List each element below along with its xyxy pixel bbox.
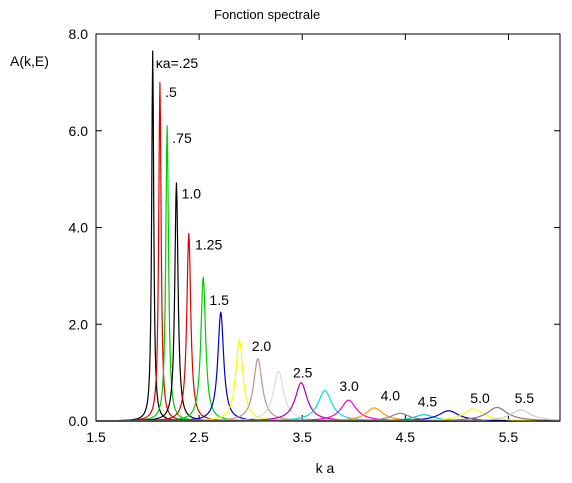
y-tick-label: 2.0 xyxy=(69,316,89,332)
curve-labels: κa=.25 .5 .75 1.0 1.25 1.5 2.0 2.5 3.0 4.0 4.5 5.0 5… xyxy=(156,55,535,410)
curve-label: 1.0 xyxy=(182,185,202,201)
curve-label: 5.0 xyxy=(470,390,490,406)
curve-label: .75 xyxy=(172,130,192,146)
series-line xyxy=(95,311,561,422)
x-tick-label: 2.5 xyxy=(189,429,209,445)
x-tick-label: 1.5 xyxy=(86,429,106,445)
curve-label: 4.5 xyxy=(418,393,438,409)
curve-label: 2.5 xyxy=(293,364,313,380)
curve-label: κa=.25 xyxy=(156,55,199,71)
series-line xyxy=(95,358,561,422)
series-line xyxy=(95,125,561,422)
x-tick-label: 3.5 xyxy=(292,429,312,445)
curve-label: 5.5 xyxy=(515,390,535,406)
chart-title: Fonction spectrale xyxy=(214,7,320,22)
curve-label: 3.0 xyxy=(339,378,359,394)
y-tick-label: 0.0 xyxy=(69,413,89,429)
y-tick-label: 4.0 xyxy=(69,220,89,236)
x-axis-label: k a xyxy=(316,460,335,476)
curve-label: 1.5 xyxy=(209,292,229,308)
axis-ticks: 1.5 2.5 3.5 4.5 5.5 0.0 2.0 4.0 6.0 8.0 xyxy=(69,26,560,445)
x-tick-label: 5.5 xyxy=(499,429,519,445)
curves xyxy=(95,50,561,422)
curve-label: 4.0 xyxy=(381,388,401,404)
y-tick-label: 6.0 xyxy=(69,123,89,139)
curve-label: 2.0 xyxy=(252,338,272,354)
plot-frame xyxy=(95,33,561,422)
curve-label: 1.25 xyxy=(195,236,222,252)
series-line xyxy=(95,339,561,422)
x-tick-label: 4.5 xyxy=(396,429,416,445)
y-axis-label: A(k,E) xyxy=(10,53,49,69)
y-tick-label: 8.0 xyxy=(69,26,89,42)
curve-label: .5 xyxy=(165,84,177,100)
